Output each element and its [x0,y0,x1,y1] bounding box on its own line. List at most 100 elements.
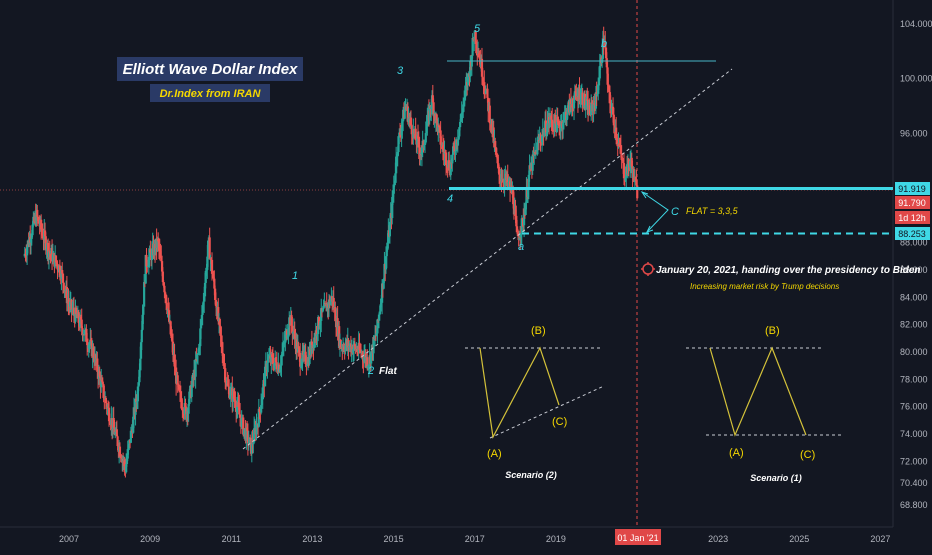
candle-body [270,354,273,363]
candle-body [583,93,587,107]
candle-body [449,162,452,176]
candle-body [248,437,251,443]
candle-body [619,146,622,154]
y-tick-label: 70.400 [900,478,928,488]
candle-body [494,147,498,155]
candle-body [363,356,366,362]
candle-body [519,237,522,239]
candle-body [406,106,409,123]
candle-body [112,418,115,428]
candle-body [229,388,232,396]
candle-body [92,347,95,358]
candle-body [221,353,225,364]
candle-body [293,330,296,339]
x-tick-label: 2013 [302,534,322,544]
candle-body [455,140,458,152]
candle-body [132,416,135,433]
candle-body [126,449,129,459]
candle-body [526,189,530,198]
candle-body [129,430,132,443]
candle-body [611,106,615,115]
candle-body [58,265,61,276]
candle-body [299,366,303,368]
candle-body [79,316,83,320]
x-tick-label: 2025 [789,534,809,544]
candle-body [606,67,609,85]
candle-body [635,180,638,186]
candle-body [118,446,122,457]
candle-body [150,248,154,261]
x-tick-label: 2015 [384,534,404,544]
candle-body [608,85,611,93]
candle-body [139,342,143,359]
candle-body [528,165,531,175]
candle-body [257,408,260,427]
candle-body [558,122,561,129]
candle-body [282,343,285,345]
candle-body [543,129,546,137]
candle-body [475,43,478,48]
candle-body [253,428,256,443]
candle-body [105,403,108,409]
candle-body [316,334,319,337]
candle-body [507,182,510,184]
candle-body [141,314,144,330]
candle-body [127,445,130,450]
candle-body [35,209,38,224]
candle-body [100,380,104,382]
candle-body [616,140,619,145]
candle-body [177,384,180,387]
candle-body [98,371,101,377]
candle-body [56,263,59,270]
candle-body [501,179,505,183]
candle-body [239,414,242,418]
candle-body [520,218,523,234]
candle-body [459,121,462,128]
candle-body [161,271,164,283]
candle-body [318,325,321,328]
candle-body [273,363,276,369]
candle-body [60,270,63,279]
candle-body [476,47,479,54]
candle-body [47,251,51,258]
candle-body [74,307,77,322]
candle-body [232,391,235,399]
candle-body [523,214,526,226]
candle-body [516,231,519,236]
candle-body [113,427,116,435]
candle-body [234,400,237,408]
price-tag-91919: 91.919 [895,182,930,195]
candle-body [471,37,474,56]
current-date-tag: 01 Jan '21 [615,529,661,545]
candle-body [183,402,186,414]
candle-body [315,330,318,337]
candle-body [75,307,78,315]
x-tick-label: 2009 [140,534,160,544]
y-tick-label: 96.000 [900,128,928,138]
candle-body [173,354,176,367]
candle-body [569,99,572,113]
candle-body [164,294,168,303]
candle-body [240,418,243,427]
candle-body [196,353,200,355]
candle-body [466,73,470,86]
candle-body [492,127,495,144]
c-arrow-head-up [640,191,649,199]
y-tick-label: 76.000 [900,402,928,412]
candle-body [498,174,502,181]
candle-body [25,255,28,257]
candle-body [536,142,539,155]
candle-body [352,349,355,354]
candle-body [266,362,269,370]
candle-body [531,154,534,171]
candle-body [233,398,236,401]
candle-body [217,307,220,322]
candle-body [182,413,186,415]
candle-body [156,239,159,248]
candle-body [24,253,27,256]
candle-body [384,256,388,270]
candle-body [159,251,162,258]
candle-body [533,152,536,157]
candle-body [283,342,286,344]
candle-body [609,102,612,111]
